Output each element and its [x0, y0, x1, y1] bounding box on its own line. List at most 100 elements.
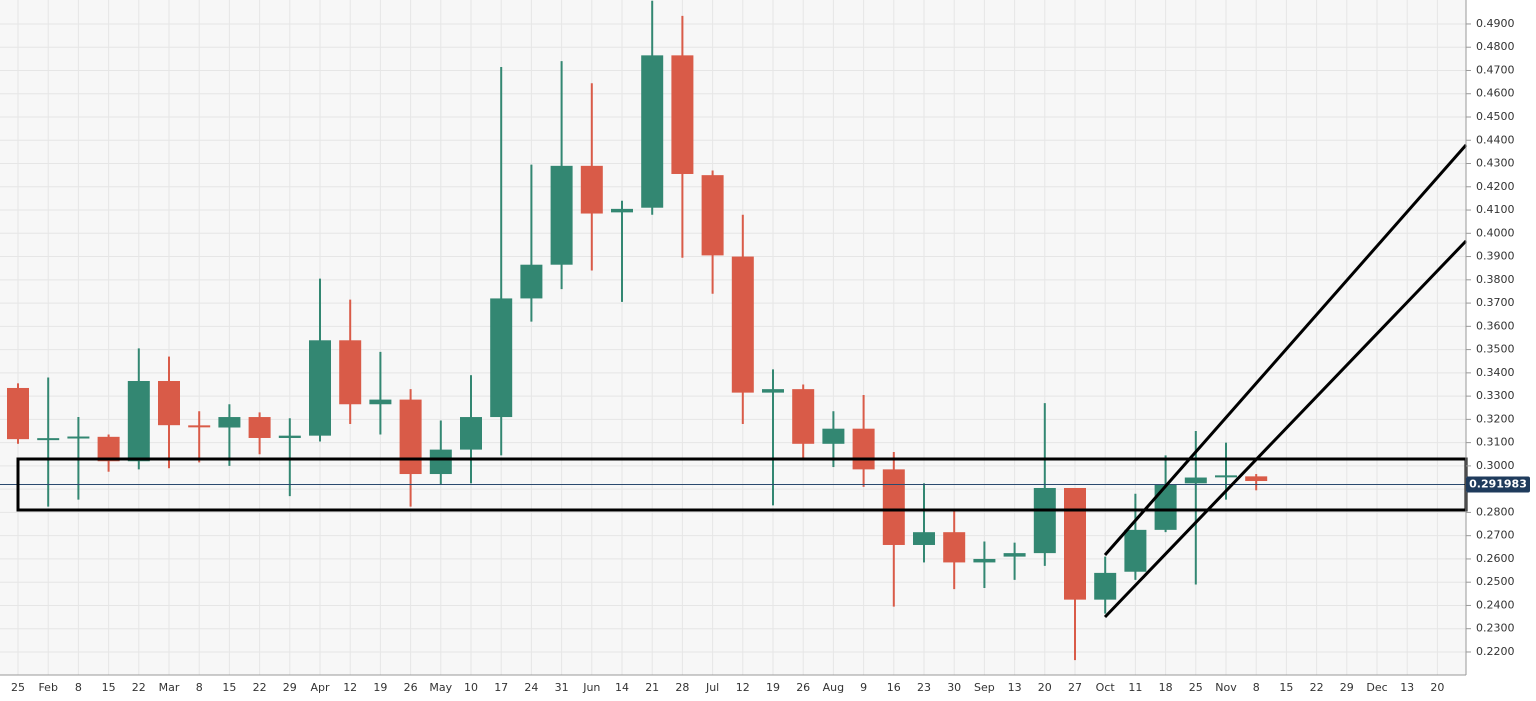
x-tick-label: 19 — [373, 681, 387, 694]
x-tick-label: Sep — [974, 681, 995, 694]
x-tick-label: 30 — [947, 681, 961, 694]
y-tick-label: 0.3300 — [1476, 389, 1515, 402]
x-tick-label: 10 — [464, 681, 478, 694]
y-tick-label: 0.3000 — [1476, 459, 1515, 472]
x-tick-label: 26 — [404, 681, 418, 694]
x-tick-label: 9 — [860, 681, 867, 694]
candle-body — [158, 380, 180, 426]
candle-body — [369, 399, 392, 405]
x-tick-label: 26 — [796, 681, 810, 694]
candle-body — [490, 298, 513, 418]
candle-body — [611, 208, 633, 213]
x-tick-label: 22 — [132, 681, 146, 694]
x-tick-label: 8 — [196, 681, 203, 694]
candle-body — [1003, 553, 1026, 557]
candle-body — [641, 55, 664, 208]
y-tick-label: 0.4200 — [1476, 180, 1515, 193]
x-tick-label: 15 — [222, 681, 236, 694]
y-tick-label: 0.4400 — [1476, 133, 1515, 146]
x-tick-label: 22 — [253, 681, 267, 694]
y-tick-label: 0.4600 — [1476, 87, 1515, 100]
x-tick-label: 15 — [102, 681, 116, 694]
candle-body — [127, 380, 150, 462]
x-tick-label: 12 — [736, 681, 750, 694]
y-tick-label: 0.2600 — [1476, 552, 1515, 565]
y-tick-label: 0.2300 — [1476, 622, 1515, 635]
x-tick-label: Oct — [1096, 681, 1116, 694]
candle-body — [1215, 475, 1237, 478]
x-tick-label: 25 — [1189, 681, 1203, 694]
y-tick-label: 0.2200 — [1476, 645, 1515, 658]
y-tick-label: 0.2500 — [1476, 575, 1515, 588]
y-tick-label: 0.4000 — [1476, 226, 1515, 239]
x-tick-label: Feb — [38, 681, 57, 694]
axes: 0.4900 0.4800 0.4700 0.4600 0.4500 0.4400 0.43… — [11, 17, 1530, 694]
current-price-box — [1466, 476, 1530, 493]
y-tick-label: 0.4500 — [1476, 110, 1515, 123]
candle-body — [913, 532, 935, 545]
candle-body — [792, 389, 815, 444]
candle-body — [460, 417, 482, 450]
y-tick-label: 0.3900 — [1476, 250, 1515, 263]
y-tick-label: 0.3400 — [1476, 366, 1515, 379]
y-tick-label: 0.4700 — [1476, 63, 1515, 76]
x-tick-label: 18 — [1159, 681, 1173, 694]
y-tick-label: 0.3200 — [1476, 412, 1515, 425]
x-tick-label: 29 — [283, 681, 297, 694]
x-tick-label: 20 — [1430, 681, 1444, 694]
x-tick-label: May — [429, 681, 452, 694]
channel-upper — [1103, 144, 1468, 556]
y-tick-label: 0.4900 — [1476, 17, 1515, 30]
candle-body — [731, 256, 754, 393]
candle-body — [1094, 572, 1117, 600]
candle-body — [1245, 476, 1268, 482]
candle-body — [97, 436, 120, 462]
x-tick-label: Jun — [582, 681, 600, 694]
y-tick-label: 0.2400 — [1476, 598, 1515, 611]
candle-body — [248, 417, 271, 438]
candle-body — [218, 417, 241, 428]
x-tick-label: 8 — [1253, 681, 1260, 694]
grid — [0, 0, 1466, 675]
y-tick-label: 0.3800 — [1476, 273, 1515, 286]
channel-lower — [1103, 239, 1468, 619]
y-tick-label: 0.3700 — [1476, 296, 1515, 309]
candle-body — [399, 399, 422, 475]
x-tick-label: 8 — [75, 681, 82, 694]
x-tick-label: 22 — [1310, 681, 1324, 694]
x-tick-label: 12 — [343, 681, 357, 694]
candle-body — [852, 428, 875, 470]
y-tick-label: 0.3100 — [1476, 436, 1515, 449]
x-tick-label: 19 — [766, 681, 780, 694]
candle-body — [1154, 484, 1177, 530]
x-tick-label: 24 — [524, 681, 538, 694]
candle-body — [520, 264, 543, 299]
x-tick-label: 23 — [917, 681, 931, 694]
candle-body — [943, 532, 966, 563]
x-tick-label: 11 — [1128, 681, 1142, 694]
candle-body — [339, 340, 362, 405]
current-price-label: 0.291983 — [1469, 478, 1527, 491]
x-tick-label: Mar — [159, 681, 180, 694]
candle-body — [580, 165, 603, 214]
candle-body — [1184, 477, 1207, 484]
x-tick-label: Aug — [823, 681, 844, 694]
candle-body — [1033, 487, 1056, 554]
y-tick-label: 0.2800 — [1476, 505, 1515, 518]
x-tick-label: 20 — [1038, 681, 1052, 694]
x-tick-label: Jul — [705, 681, 719, 694]
x-tick-label: Apr — [310, 681, 330, 694]
candle-body — [67, 436, 90, 439]
x-tick-label: 13 — [1400, 681, 1414, 694]
candle-body — [1064, 487, 1086, 600]
candle-body — [550, 165, 573, 265]
x-tick-label: 15 — [1279, 681, 1293, 694]
y-tick-label: 0.3500 — [1476, 343, 1515, 356]
candle-body — [973, 558, 996, 563]
candle-body — [188, 425, 211, 428]
candle-body — [671, 55, 694, 174]
x-tick-label: Nov — [1215, 681, 1237, 694]
candle-body — [882, 469, 905, 545]
candles — [0, 0, 1466, 661]
candle-body — [762, 389, 784, 393]
